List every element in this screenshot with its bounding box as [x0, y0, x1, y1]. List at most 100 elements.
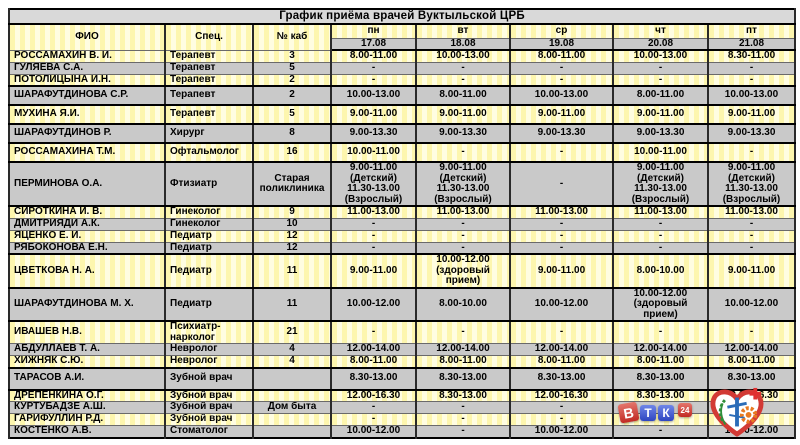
schedule-time-cell: 8.00-11.00	[707, 355, 796, 369]
schedule-time-cell: 9.00-13.30	[509, 123, 614, 144]
doctor-row: АБДУЛЛАЕВ Т. А. Невролог 4 12.00-14.00 12.00…	[8, 343, 796, 356]
schedule-time-cell: 9.00-11.00	[330, 253, 417, 289]
schedule-time-cell: 10.00-12.00 (здоровый прием)	[612, 287, 709, 322]
doctor-cabinet-cell: 2	[252, 85, 332, 106]
doctor-name-cell: ШАРАФУТДИНОВ Р.	[8, 123, 166, 144]
doctor-row: ГУЛЯЕВА С.А. Терапевт 5- - - - -	[8, 61, 796, 75]
schedule-time-cell: -	[415, 413, 511, 426]
schedule-time-cell: 12.00-14.00	[612, 343, 709, 356]
schedule-time-cell: 9.00-13.30	[330, 123, 417, 144]
schedule-time-cell: -	[612, 229, 709, 243]
hospital-heart-emblem-icon	[706, 386, 768, 443]
doctor-name-cell: ИВАШЕВ Н.В.	[8, 320, 166, 344]
date-header-row: 17.08 18.08 19.08 20.08 21.08	[9, 37, 796, 51]
doctor-spec-cell: Терапевт	[164, 85, 254, 106]
schedule-time-cell: -	[612, 320, 709, 344]
date-fri: 21.08	[707, 37, 796, 51]
doctor-name-cell: МУХИНА Я.И.	[8, 104, 166, 125]
doctor-cabinet-cell: 11	[252, 253, 332, 289]
schedule-time-cell: 11.00-13.00	[612, 205, 709, 219]
doctor-cabinet-cell: 16	[252, 142, 332, 163]
doctor-name-cell: ТАРАСОВ А.И.	[8, 367, 166, 391]
doctor-spec-cell: Терапевт	[164, 49, 254, 63]
schedule-time-cell: -	[707, 320, 796, 344]
doctor-cabinet-cell: 5	[252, 61, 332, 75]
schedule-time-cell: 11.00-13.00	[330, 205, 417, 219]
doctor-row: ШАРАФУТДИНОВА М. Х. Педиатр 11 10.00-12.00 8…	[8, 287, 796, 322]
schedule-time-cell: -	[612, 425, 709, 438]
vtk-letter-t: Т	[640, 405, 656, 421]
col-header-fri: пт	[707, 23, 796, 39]
doctor-cabinet-cell	[252, 413, 332, 426]
doctor-row: ШАРАФУТДИНОВ Р. Хирург 8 9.00-13.30 9.00-13.…	[8, 123, 796, 144]
schedule-time-cell: -	[509, 142, 614, 163]
doctor-cabinet-cell: 12	[252, 241, 332, 255]
doctor-spec-cell: Невролог	[164, 343, 254, 356]
doctor-name-cell: ГАРИФУЛЛИН Р.Д.	[8, 413, 166, 426]
doctor-spec-cell: Гинеколог	[164, 217, 254, 231]
schedule-time-cell: -	[330, 217, 417, 231]
doctor-name-cell: ШАРАФУТДИНОВА М. Х.	[8, 287, 166, 322]
schedule-time-cell: -	[415, 73, 511, 87]
doctor-cabinet-cell: 4	[252, 355, 332, 369]
schedule-time-cell: -	[330, 73, 417, 87]
schedule-time-cell: 9.00-11.00	[415, 104, 511, 125]
doctor-row: ТАРАСОВ А.И. Зубной врач 8.30-13.00 8.30-13…	[8, 367, 796, 391]
schedule-time-cell: 9.00-11.00	[330, 104, 417, 125]
schedule-time-cell: 10.00-11.00	[612, 142, 709, 163]
doctor-cabinet-cell: Старая поликлиника	[252, 161, 332, 207]
schedule-time-cell: -	[415, 142, 511, 163]
doctor-row: ИВАШЕВ Н.В. Психиатр-нарколог 21- - - - -	[8, 320, 796, 344]
schedule-time-cell: -	[612, 73, 709, 87]
schedule-time-cell: -	[707, 217, 796, 231]
schedule-time-cell: -	[330, 401, 417, 414]
schedule-time-cell: 10.00-12.00	[330, 287, 417, 322]
schedule-time-cell: 10.00-13.00	[707, 85, 796, 106]
schedule-time-cell: 9.00-11.00	[509, 104, 614, 125]
doctor-name-cell: КУРТУБАДЗЕ А.Ш.	[8, 401, 166, 414]
doctor-row: ХИЖНЯК С.Ю. Невролог 4 8.00-11.00 8.00-11.00…	[8, 355, 796, 369]
doctor-row: ЯЦЕНКО Е. И. Педиатр 12- - - - -	[8, 229, 796, 243]
doctor-cabinet-cell: 10	[252, 217, 332, 231]
schedule-time-cell: -	[415, 425, 511, 438]
doctor-row: РОССАМАХИН В. И. Терапевт 3 8.00-11.00 10.00…	[8, 49, 796, 63]
schedule-time-cell: 8.30-13.00	[707, 367, 796, 391]
schedule-time-cell: -	[612, 61, 709, 75]
doctor-spec-cell: Стоматолог	[164, 425, 254, 438]
doctor-spec-cell: Хирург	[164, 123, 254, 144]
doctor-spec-cell: Терапевт	[164, 73, 254, 87]
schedule-time-cell: 12.00-14.00	[415, 343, 511, 356]
doctor-row: ШАРАФУТДИНОВА С.Р. Терапевт 2 10.00-13.00 8.…	[8, 85, 796, 106]
doctor-name-cell: РЯБОКОНОВА Е.Н.	[8, 241, 166, 255]
schedule-time-cell: 8.00-10.00	[415, 287, 511, 322]
doctor-spec-cell: Психиатр-нарколог	[164, 320, 254, 344]
vtk24-logo: В Т К 24	[617, 401, 692, 424]
date-thu: 20.08	[612, 37, 709, 51]
date-mon: 17.08	[330, 37, 417, 51]
schedule-time-cell: 9.00-11.00 (Детский) 11.30-13.00 (Взросл…	[707, 161, 796, 207]
doctor-spec-cell: Офтальмолог	[164, 142, 254, 163]
footer-logos: В Т К 24	[617, 386, 768, 443]
doctor-cabinet-cell: 11	[252, 287, 332, 322]
doctor-spec-cell: Педиатр	[164, 253, 254, 289]
schedule-time-cell: -	[415, 241, 511, 255]
doctor-name-cell: ХИЖНЯК С.Ю.	[8, 355, 166, 369]
doctor-spec-cell: Зубной врач	[164, 413, 254, 426]
schedule-time-cell: 9.00-11.00	[707, 253, 796, 289]
doctor-spec-cell: Педиатр	[164, 241, 254, 255]
doctor-row: ПЕРМИНОВА О.А. Фтизиатр Старая поликлиника…	[8, 161, 796, 207]
doctor-name-cell: КОСТЕНКО А.В.	[8, 425, 166, 438]
doctor-cabinet-cell: Дом быта	[252, 401, 332, 414]
schedule-body: РОССАМАХИН В. И. Терапевт 3 8.00-11.00 10.00…	[8, 49, 796, 438]
doctor-row: РОССАМАХИНА Т.М. Офтальмолог 16 10.00-11.00…	[8, 142, 796, 163]
col-header-spec: Спец.	[164, 23, 254, 51]
schedule-time-cell: 9.00-11.00 (Детский) 11.30-13.00 (Взросл…	[612, 161, 709, 207]
schedule-time-cell: 8.30-13.00	[415, 367, 511, 391]
schedule-time-cell: 8.30-11.00	[707, 49, 796, 63]
doctor-row: ЦВЕТКОВА Н. А. Педиатр 11 9.00-11.00 10.00-1…	[8, 253, 796, 289]
schedule-time-cell: -	[330, 229, 417, 243]
doctor-row: ГАРИФУЛЛИН Р.Д.Зубной врач-----	[8, 413, 796, 426]
schedule-time-cell: 10.00-12.00	[330, 425, 417, 438]
schedule-time-cell: -	[509, 61, 614, 75]
